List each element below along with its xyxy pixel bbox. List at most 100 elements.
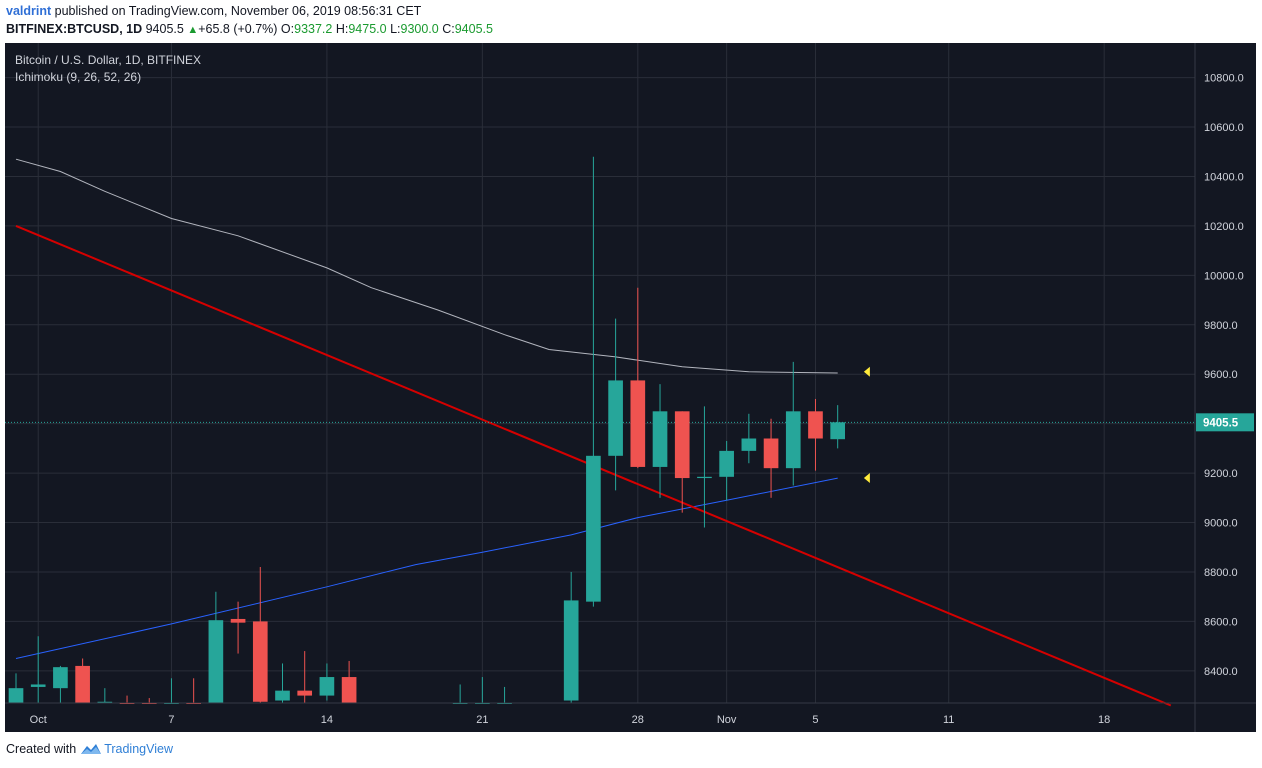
candle[interactable]: [341, 660, 357, 703]
candle[interactable]: [741, 413, 757, 464]
x-tick-label: 21: [476, 714, 488, 726]
y-tick-label: 10000.0: [1204, 270, 1244, 282]
indicator-legend[interactable]: Ichimoku (9, 26, 52, 26): [15, 70, 141, 84]
candle[interactable]: [252, 567, 268, 703]
candle-body: [319, 677, 335, 696]
footer: Created with TradingView: [6, 742, 173, 756]
candle-body: [608, 380, 623, 456]
candle-body: [808, 411, 823, 439]
candle[interactable]: [586, 156, 601, 607]
y-tick-label: 9800.0: [1204, 320, 1238, 332]
high-label: H:: [335, 22, 349, 36]
x-tick-label: 5: [812, 714, 818, 726]
close-label: C:: [442, 22, 455, 36]
candle-body: [674, 411, 690, 479]
candle[interactable]: [30, 636, 46, 703]
candle[interactable]: [319, 663, 335, 701]
marker-triangle-icon: [863, 366, 870, 377]
y-tick-label: 9600.0: [1204, 369, 1238, 381]
last-price-label-bg: [1196, 413, 1254, 432]
candle-body: [297, 690, 313, 696]
candle[interactable]: [830, 405, 846, 449]
x-tick-label: 14: [321, 714, 333, 726]
candle-body: [8, 688, 24, 703]
candle[interactable]: [230, 601, 246, 654]
candle-body: [252, 621, 268, 702]
author-name[interactable]: valdrint: [6, 4, 52, 18]
low-label: L:: [390, 22, 401, 36]
x-tick-label: 28: [632, 714, 644, 726]
candle[interactable]: [75, 658, 90, 703]
x-tick-label: 11: [943, 714, 954, 726]
candle[interactable]: [275, 663, 290, 703]
created-with-text: Created with: [6, 742, 77, 756]
y-tick-label: 9200.0: [1204, 468, 1238, 480]
price-chart[interactable]: 8400.08600.08800.09000.09200.09400.09600…: [5, 43, 1256, 732]
candle[interactable]: [297, 651, 313, 703]
y-tick-label: 8400.0: [1204, 666, 1238, 678]
candle-body: [563, 600, 579, 701]
candle[interactable]: [563, 571, 579, 703]
candle[interactable]: [8, 673, 24, 703]
candle-body: [719, 450, 734, 477]
candle-body: [30, 684, 46, 687]
y-tick-label: 10600.0: [1204, 122, 1244, 134]
up-triangle-icon: ▲: [187, 24, 199, 36]
candle[interactable]: [652, 384, 668, 498]
x-tick-label: 18: [1098, 714, 1110, 726]
candle[interactable]: [785, 361, 801, 486]
candle[interactable]: [719, 440, 734, 501]
candle[interactable]: [608, 318, 623, 491]
x-tick-label: Oct: [30, 714, 47, 726]
candle-body: [75, 665, 90, 703]
candle[interactable]: [630, 287, 646, 469]
candle[interactable]: [674, 411, 690, 513]
tradingview-logo-icon: [81, 744, 102, 754]
symbol-label: BITFINEX:BTCUSD, 1D: [6, 22, 143, 36]
chart-legend-title: Bitcoin / U.S. Dollar, 1D, BITFINEX: [15, 53, 201, 67]
candle-body: [341, 677, 357, 703]
price-change: +65.8 (+0.7%): [198, 22, 278, 36]
high-value: 9475.0: [348, 22, 387, 36]
open-label: O:: [280, 22, 295, 36]
upper-indicator-line[interactable]: [15, 158, 838, 374]
tradingview-brand[interactable]: TradingView: [80, 742, 173, 756]
candle-body: [586, 455, 601, 602]
lower-indicator-line[interactable]: [15, 477, 838, 659]
y-tick-label: 10200.0: [1204, 221, 1244, 233]
tradingview-brand-label: TradingView: [104, 742, 173, 756]
low-value: 9300.0: [400, 22, 439, 36]
candle-body: [53, 667, 68, 689]
last-price-label: 9405.5: [1203, 417, 1239, 429]
y-tick-label: 9000.0: [1204, 518, 1238, 530]
candle-body: [785, 411, 801, 469]
candle-body: [830, 422, 846, 440]
candle[interactable]: [763, 418, 779, 498]
marker-triangle-icon: [863, 473, 870, 484]
y-tick-label: 10400.0: [1204, 171, 1244, 183]
candle-body: [230, 618, 246, 623]
candle-body: [630, 380, 646, 467]
candle-body: [697, 476, 712, 479]
y-tick-label: 8800.0: [1204, 567, 1238, 579]
candle[interactable]: [808, 398, 823, 471]
candle[interactable]: [697, 406, 712, 528]
x-tick-label: 7: [168, 714, 174, 726]
published-text: published on TradingView.com, November 0…: [54, 4, 422, 18]
y-tick-label: 10800.0: [1204, 73, 1244, 85]
publish-line: valdrint published on TradingView.com, N…: [6, 4, 421, 18]
open-value: 9337.2: [294, 22, 333, 36]
candle[interactable]: [97, 688, 113, 703]
candle-body: [652, 411, 668, 467]
candle-body: [741, 438, 757, 451]
candle[interactable]: [53, 665, 68, 703]
candle-body: [208, 620, 224, 703]
close-value: 9405.5: [454, 22, 493, 36]
ohlc-line: BITFINEX:BTCUSD, 1D 9405.5 ▲+65.8 (+0.7%…: [6, 22, 493, 36]
candle[interactable]: [208, 591, 224, 703]
x-tick-label: Nov: [717, 714, 737, 726]
last-price: 9405.5: [145, 22, 184, 36]
candle-body: [275, 690, 290, 701]
candle-body: [763, 438, 779, 469]
y-tick-label: 8600.0: [1204, 616, 1238, 628]
